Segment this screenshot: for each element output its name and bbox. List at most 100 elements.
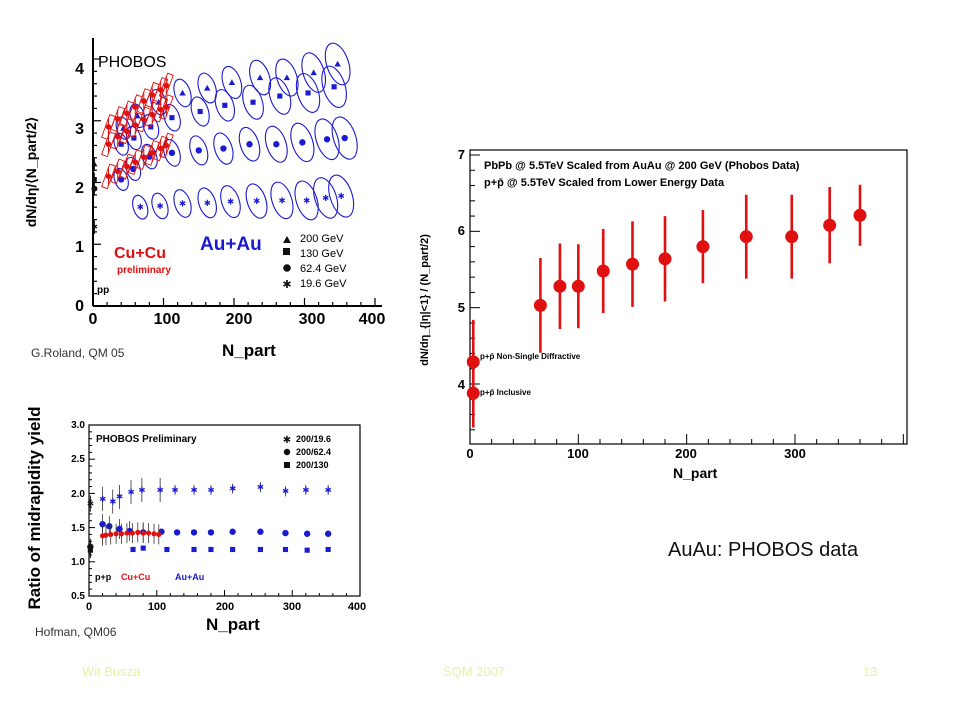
phobos-label: PHOBOS xyxy=(98,54,166,71)
data-point-triangle xyxy=(310,69,317,76)
legend-marker-square xyxy=(284,462,290,468)
uncertainty-ellipse xyxy=(295,72,321,113)
tick-marks xyxy=(469,154,904,444)
data-point-circle xyxy=(114,116,121,122)
data-point-circle xyxy=(140,154,147,160)
data-point-star: ✱ xyxy=(137,202,144,212)
data-point-circle xyxy=(116,525,123,533)
y-tick-label: 3.0 xyxy=(71,420,85,431)
uncertainty-ellipse xyxy=(189,135,209,166)
uncertainty-ellipse xyxy=(275,58,299,97)
data-point-star: ✱ xyxy=(207,485,214,495)
legend-entry: p+p̄ Non-Single Diffractive xyxy=(480,352,581,361)
data-point-star: ✱ xyxy=(99,494,106,504)
uncertainty-ellipse xyxy=(213,132,234,165)
data-point-circle xyxy=(140,530,146,536)
data-point-star: ✱ xyxy=(87,499,94,509)
data-point-circle xyxy=(124,530,130,536)
uncertainty-box xyxy=(144,139,160,166)
data-point-square xyxy=(169,115,175,121)
data-point-square xyxy=(277,93,283,99)
data-point-circle xyxy=(195,147,202,154)
data-point-circle xyxy=(220,145,227,152)
legend-entry: 62.4 GeV xyxy=(300,263,347,275)
data-point-square xyxy=(222,102,228,108)
plot-frame xyxy=(469,149,908,445)
data-point-circle xyxy=(168,149,176,157)
data-point-circle xyxy=(114,168,121,175)
x-axis-label: N_part xyxy=(206,615,260,634)
data-point-circle xyxy=(135,529,141,535)
auau-label: Au+Au xyxy=(200,234,262,255)
data-point-circle xyxy=(658,252,672,266)
data-point-star: ✱ xyxy=(253,196,260,206)
data-point-circle xyxy=(132,122,139,128)
data-point-square xyxy=(92,177,97,182)
data-point-circle xyxy=(113,531,119,537)
data-point-circle xyxy=(626,257,639,271)
y-tick-label: 2.0 xyxy=(71,489,85,500)
data-point-star: ✱ xyxy=(303,195,310,205)
data-point-circle xyxy=(149,111,156,118)
y-axis-label: dN/dη_{|η|<1} / (N_part/2) xyxy=(419,234,431,366)
chart-ratio-midrapidity: ✱ ✱ ✱ ✱ ✱ ✱ ✱ ✱ ✱ ✱ ✱ ✱ ✱ ✱✱ 0 100 200 300 400 0.5 1.… xyxy=(25,406,366,634)
y-tick-label: 6 xyxy=(458,223,465,238)
data-point-circle xyxy=(132,104,139,110)
data-point-square xyxy=(257,546,263,553)
uncertainty-box xyxy=(110,158,126,185)
uncertainty-ellipse xyxy=(132,194,149,220)
pp-label: pp xyxy=(97,285,109,296)
x-axis-label: N_part xyxy=(673,465,718,481)
data-point-triangle xyxy=(283,74,291,81)
data-point-square xyxy=(197,108,203,115)
uncertainty-box xyxy=(153,76,169,103)
data-point-square xyxy=(282,546,289,553)
x-tick-label: 300 xyxy=(283,601,301,613)
x-tick-label: 200 xyxy=(675,446,697,461)
y-tick-label: 5 xyxy=(458,300,465,315)
uncertainty-ellipse xyxy=(190,96,210,127)
data-point-square xyxy=(331,84,337,90)
y-tick-label: 2.5 xyxy=(71,454,85,465)
data-point-circle xyxy=(146,530,152,536)
data-point-circle xyxy=(106,523,113,530)
data-point-circle xyxy=(129,530,135,536)
uncertainty-ellipse xyxy=(245,183,268,219)
x-tick-label: 0 xyxy=(466,446,473,461)
uncertainty-ellipse xyxy=(314,118,340,161)
data-point-square xyxy=(164,546,170,553)
data-point-square xyxy=(304,547,310,553)
uncertainty-ellipse xyxy=(163,139,181,167)
uncertainty-ellipse xyxy=(294,180,319,221)
x-tick-label: 100 xyxy=(148,601,166,613)
data-point-circle xyxy=(173,529,181,536)
uncertainty-box xyxy=(110,106,126,132)
legend: 200 GeV 130 GeV 62.4 GeV ✱ 19.6 GeV xyxy=(282,233,347,291)
data-point-circle xyxy=(118,531,125,537)
data-point-triangle xyxy=(91,160,98,167)
x-tick-label: 0 xyxy=(89,311,98,328)
data-point-star: ✱ xyxy=(227,197,234,207)
data-point-circle xyxy=(257,528,264,535)
data-point-circle xyxy=(273,141,280,148)
legend-entry: 19.6 GeV xyxy=(300,278,347,290)
data-point-star: ✱ xyxy=(172,485,179,495)
legend: ✱ 200/19.6 200/62.4 200/130 xyxy=(283,434,331,470)
y-tick-label: 4 xyxy=(75,61,84,78)
uncertainty-box xyxy=(101,163,117,190)
data-point-circle xyxy=(533,298,547,312)
uncertainty-ellipse xyxy=(125,125,142,151)
data-point-circle xyxy=(323,136,331,143)
data-point-circle xyxy=(229,528,236,535)
uncertainty-ellipse xyxy=(328,174,355,218)
data-point-square xyxy=(131,135,137,141)
data-point-circle xyxy=(132,159,139,165)
legend-entry: 130 GeV xyxy=(300,248,344,260)
uncertainty-box xyxy=(119,153,135,180)
y-tick-label: 0.5 xyxy=(71,591,85,602)
data-point-square xyxy=(208,546,214,553)
legend-marker-circle xyxy=(283,264,291,272)
data-point-circle xyxy=(149,92,156,98)
x-tick-label: 0 xyxy=(86,601,92,613)
data-point-square xyxy=(118,141,124,147)
